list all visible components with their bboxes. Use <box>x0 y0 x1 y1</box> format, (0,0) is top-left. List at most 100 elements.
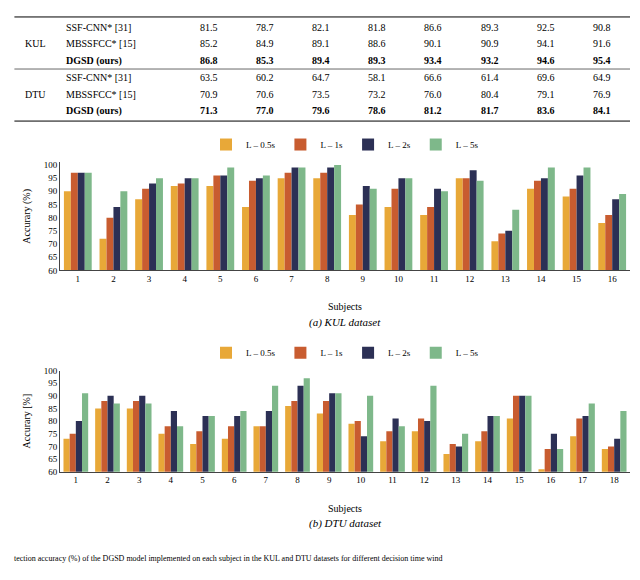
svg-text:89.3: 89.3 <box>481 22 499 33</box>
svg-text:75: 75 <box>48 226 58 236</box>
svg-text:70: 70 <box>48 239 58 249</box>
svg-text:83.6: 83.6 <box>537 105 555 116</box>
svg-text:L – 0.5s: L – 0.5s <box>246 348 275 358</box>
svg-text:90.9: 90.9 <box>481 38 499 49</box>
svg-text:89.4: 89.4 <box>312 55 330 66</box>
svg-text:SSF-CNN* [31]: SSF-CNN* [31] <box>66 72 131 83</box>
svg-text:Subjects: Subjects <box>328 301 362 312</box>
svg-text:18: 18 <box>610 475 620 485</box>
svg-text:1: 1 <box>74 475 79 485</box>
svg-text:7: 7 <box>289 274 294 284</box>
svg-text:2: 2 <box>111 274 116 284</box>
svg-text:93.2: 93.2 <box>481 55 499 66</box>
svg-text:3: 3 <box>137 475 142 485</box>
svg-text:84.9: 84.9 <box>256 38 274 49</box>
svg-text:81.5: 81.5 <box>200 22 218 33</box>
svg-text:75: 75 <box>48 429 58 439</box>
svg-text:DGSD (ours): DGSD (ours) <box>66 55 122 67</box>
svg-text:9: 9 <box>327 475 332 485</box>
svg-text:MBSSFCC* [15]: MBSSFCC* [15] <box>66 89 136 100</box>
svg-text:Accurary (%): Accurary (%) <box>21 189 33 244</box>
svg-text:60: 60 <box>48 266 58 276</box>
svg-text:78.6: 78.6 <box>368 105 386 116</box>
svg-text:L – 0.5s: L – 0.5s <box>246 140 275 150</box>
svg-text:69.6: 69.6 <box>537 72 555 83</box>
svg-text:DTU: DTU <box>25 89 46 100</box>
svg-text:77.0: 77.0 <box>256 105 274 116</box>
svg-text:63.5: 63.5 <box>200 72 218 83</box>
svg-text:73.2: 73.2 <box>368 89 386 100</box>
svg-text:L – 5s: L – 5s <box>456 140 479 150</box>
svg-text:7: 7 <box>264 475 269 485</box>
svg-text:93.4: 93.4 <box>424 55 442 66</box>
svg-text:95: 95 <box>48 378 58 388</box>
svg-text:60.2: 60.2 <box>256 72 274 83</box>
svg-text:KUL: KUL <box>25 38 46 49</box>
svg-text:86.8: 86.8 <box>200 55 218 66</box>
svg-text:13: 13 <box>451 475 461 485</box>
svg-text:12: 12 <box>465 274 474 284</box>
svg-text:100: 100 <box>44 160 58 170</box>
svg-text:76.9: 76.9 <box>593 89 611 100</box>
svg-text:10: 10 <box>356 475 366 485</box>
svg-text:89.1: 89.1 <box>312 38 330 49</box>
svg-text:17: 17 <box>578 475 588 485</box>
svg-text:81.8: 81.8 <box>368 22 386 33</box>
svg-text:82.1: 82.1 <box>312 22 330 33</box>
svg-text:L – 2s: L – 2s <box>388 348 411 358</box>
svg-text:58.1: 58.1 <box>368 72 386 83</box>
svg-text:84.1: 84.1 <box>593 105 611 116</box>
svg-text:L – 1s: L – 1s <box>320 348 343 358</box>
svg-text:16: 16 <box>608 274 618 284</box>
svg-text:6: 6 <box>232 475 237 485</box>
svg-text:86.6: 86.6 <box>424 22 442 33</box>
svg-text:9: 9 <box>361 274 366 284</box>
svg-text:85: 85 <box>48 200 58 210</box>
svg-text:64.7: 64.7 <box>312 72 330 83</box>
svg-text:Subjects: Subjects <box>328 503 362 514</box>
svg-text:11: 11 <box>430 274 439 284</box>
svg-text:71.3: 71.3 <box>200 105 218 116</box>
svg-text:L – 2s: L – 2s <box>388 140 411 150</box>
svg-text:64.9: 64.9 <box>593 72 611 83</box>
svg-text:65: 65 <box>48 454 58 464</box>
svg-text:79.6: 79.6 <box>312 105 330 116</box>
svg-text:8: 8 <box>325 274 330 284</box>
svg-text:8: 8 <box>295 475 300 485</box>
svg-text:4: 4 <box>182 274 187 284</box>
svg-text:2: 2 <box>105 475 110 485</box>
svg-text:90: 90 <box>48 186 58 196</box>
svg-text:79.1: 79.1 <box>537 89 555 100</box>
svg-text:61.4: 61.4 <box>481 72 499 83</box>
svg-text:MBSSFCC* [15]: MBSSFCC* [15] <box>66 38 136 49</box>
svg-text:94.6: 94.6 <box>537 55 555 66</box>
svg-text:(b) DTU dataset: (b) DTU dataset <box>309 517 382 530</box>
svg-text:94.1: 94.1 <box>537 38 555 49</box>
svg-text:89.3: 89.3 <box>368 55 386 66</box>
svg-text:78.7: 78.7 <box>256 22 274 33</box>
svg-text:90.8: 90.8 <box>593 22 611 33</box>
svg-text:11: 11 <box>388 475 397 485</box>
svg-text:Accurary [%]: Accurary [%] <box>21 394 32 449</box>
svg-text:70: 70 <box>48 442 58 452</box>
svg-text:1: 1 <box>76 274 81 284</box>
svg-text:85.3: 85.3 <box>256 55 274 66</box>
svg-text:(a) KUL dataset: (a) KUL dataset <box>309 316 381 329</box>
svg-text:10: 10 <box>394 274 404 284</box>
svg-text:70.9: 70.9 <box>200 89 218 100</box>
svg-text:4: 4 <box>169 475 174 485</box>
svg-text:65: 65 <box>48 252 58 262</box>
svg-text:73.5: 73.5 <box>312 89 330 100</box>
svg-text:80.4: 80.4 <box>481 89 499 100</box>
svg-text:95.4: 95.4 <box>593 55 611 66</box>
svg-text:90: 90 <box>48 391 58 401</box>
svg-text:5: 5 <box>218 274 223 284</box>
svg-text:5: 5 <box>200 475 205 485</box>
svg-text:60: 60 <box>48 467 58 477</box>
svg-text:15: 15 <box>572 274 582 284</box>
svg-text:L – 5s: L – 5s <box>456 348 479 358</box>
svg-text:tection accuracy (%) of the DG: tection accuracy (%) of the DGSD model i… <box>14 554 443 563</box>
svg-text:81.7: 81.7 <box>481 105 499 116</box>
svg-text:13: 13 <box>501 274 511 284</box>
svg-text:L – 1s: L – 1s <box>320 140 343 150</box>
